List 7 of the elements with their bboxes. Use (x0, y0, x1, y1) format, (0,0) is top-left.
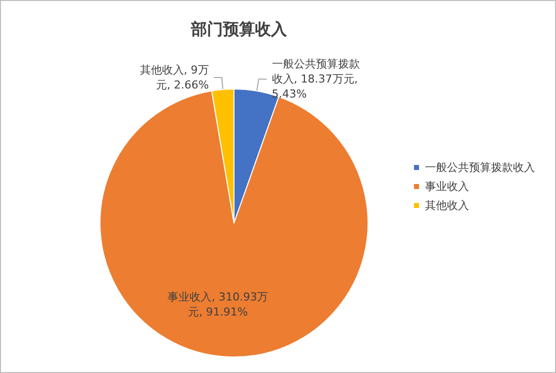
legend-label: 一般公共预算拨款收入 (425, 161, 535, 174)
legend-label: 事业收入 (425, 180, 469, 193)
data-label: 事业收入, 310.93万元, 91.91% (168, 290, 268, 319)
data-label: 一般公共预算拨款收入, 18.37万元, 5.43% (272, 58, 362, 101)
data-label: 其他收入, 9万元, 2.66% (140, 64, 209, 92)
legend-label: 其他收入 (425, 199, 469, 212)
chart-title: 部门预算收入 (190, 20, 288, 38)
